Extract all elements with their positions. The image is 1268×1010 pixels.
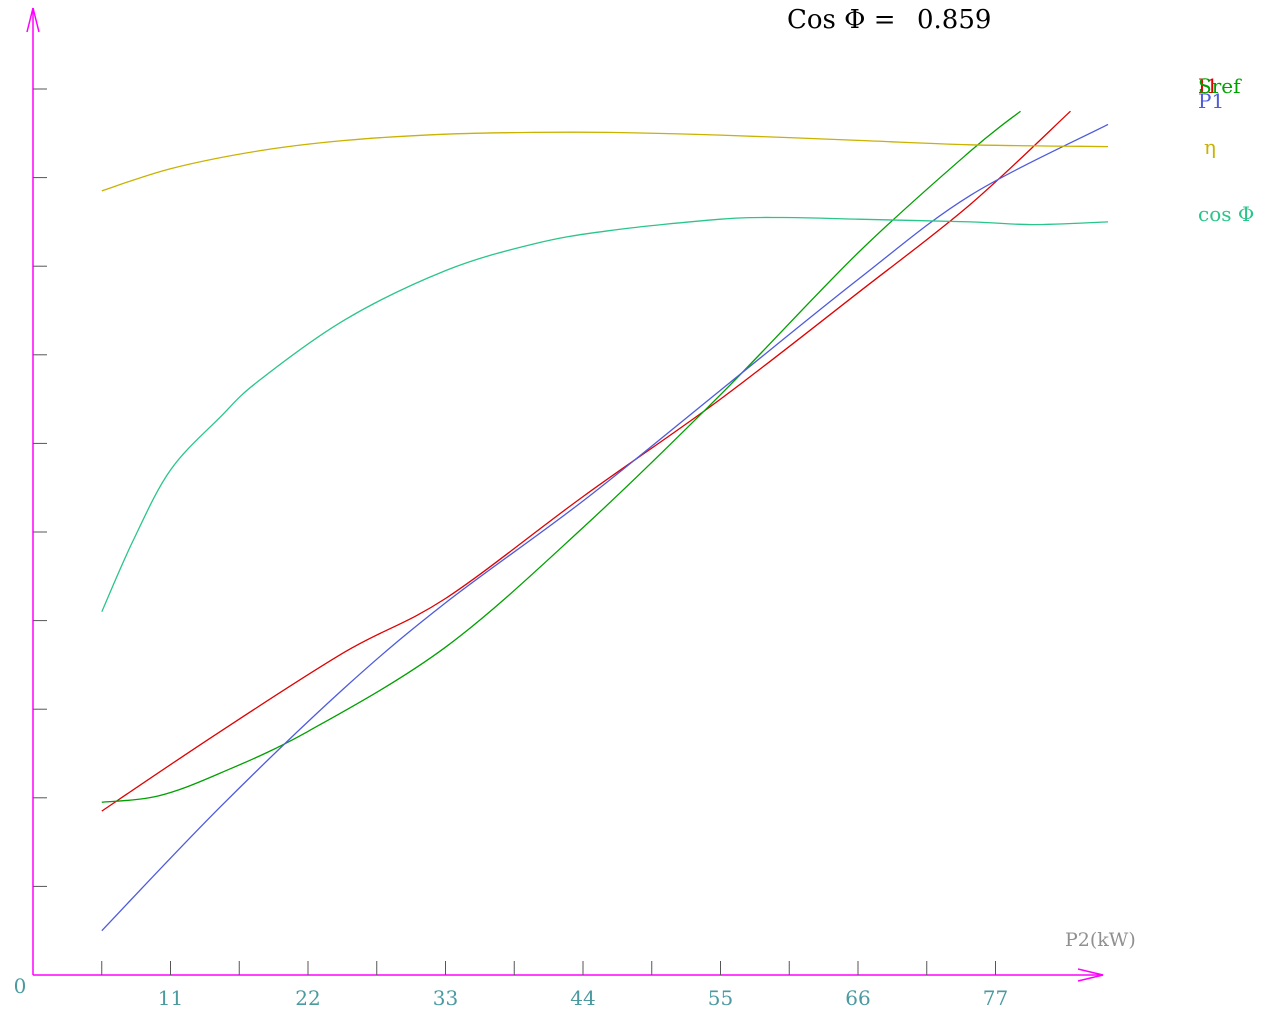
legend-label--: η xyxy=(1204,135,1216,159)
legend-label-i1: I1 xyxy=(1198,74,1219,98)
legend-label-sref: Sref xyxy=(1198,74,1242,98)
x-tick-labels: 11 22 33 44 55 66 77 xyxy=(158,986,1008,1010)
series-line-sref xyxy=(101,110,1021,803)
origin-label: 0 xyxy=(14,974,27,998)
x-axis xyxy=(33,968,1104,982)
x-tick-label: 77 xyxy=(983,986,1008,1010)
y-ticks xyxy=(33,88,47,887)
x-tick-label: 11 xyxy=(158,986,183,1010)
header-label: Cos Φ = xyxy=(787,5,896,35)
series-line-- xyxy=(101,131,1109,192)
header-value: 0.859 xyxy=(917,5,991,35)
x-tick-label: 22 xyxy=(295,986,320,1010)
y-axis xyxy=(26,7,40,975)
series-line-cos- xyxy=(101,216,1109,612)
x-axis-arrow xyxy=(1077,968,1104,982)
legend-label-cos-: cos Φ xyxy=(1198,202,1254,226)
series-layer xyxy=(101,110,1109,932)
x-tick-label: 55 xyxy=(708,986,733,1010)
x-ticks xyxy=(101,961,996,975)
series-line-i1 xyxy=(101,110,1071,812)
legend-label-p1: P1 xyxy=(1198,89,1224,113)
x-tick-label: 66 xyxy=(845,986,870,1010)
y-axis-arrow xyxy=(26,7,40,33)
x-axis-title: P2(kW) xyxy=(1065,929,1136,951)
series-line-p1 xyxy=(101,123,1109,932)
x-tick-label: 33 xyxy=(433,986,458,1010)
x-tick-label: 44 xyxy=(570,986,595,1010)
